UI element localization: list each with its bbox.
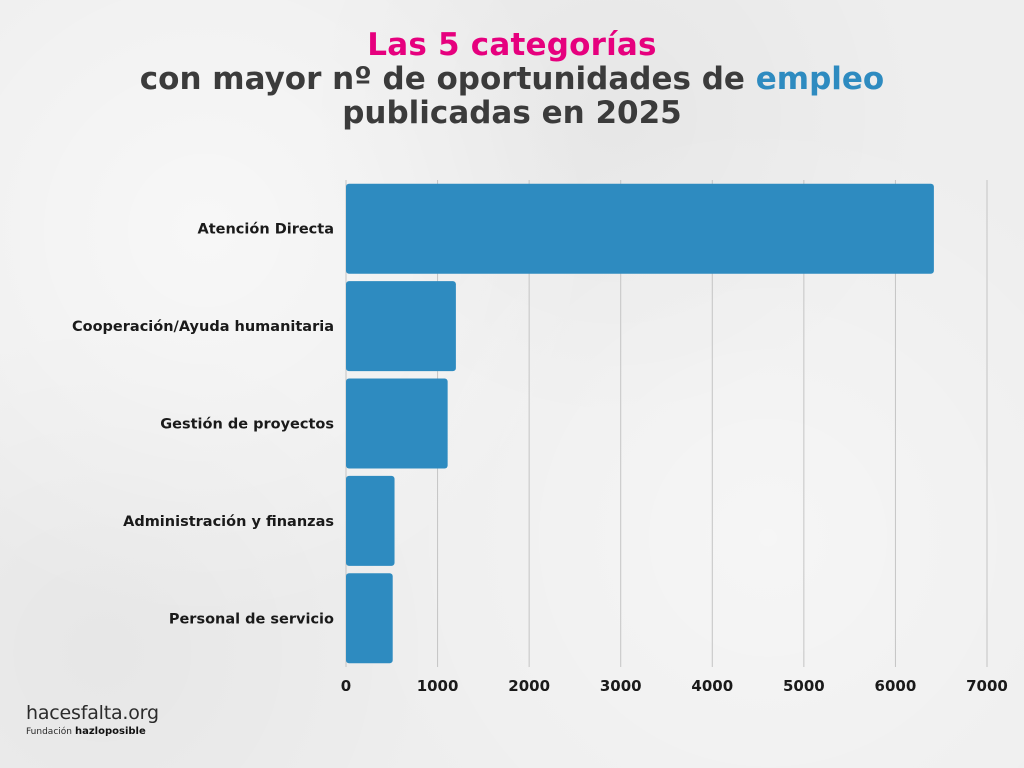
bar — [346, 573, 393, 664]
x-tick-labels: 0 1000 2000 3000 4000 5000 6000 7000 — [341, 677, 1008, 695]
x-tick-label: 1000 — [417, 677, 459, 695]
bar — [346, 183, 934, 274]
category-label: Administración y finanzas — [123, 514, 334, 530]
bars — [346, 183, 934, 664]
category-label: Atención Directa — [197, 222, 334, 238]
brand-footer: hacesfalta.org Fundación hazloposible — [26, 704, 206, 737]
bar — [346, 281, 456, 372]
category-label: Personal de servicio — [169, 611, 334, 627]
brand-logo: hazloposible — [74, 726, 146, 737]
title-line-2: con mayor nº de oportunidades de empleo — [0, 62, 1024, 96]
x-tick-label: 4000 — [691, 677, 733, 695]
bar — [346, 378, 448, 469]
category-labels: Atención Directa Cooperación/Ayuda humani… — [72, 222, 334, 628]
brand-sub-label: Fundación — [26, 727, 72, 737]
x-tick-label: 5000 — [783, 677, 825, 695]
category-label: Gestión de proyectos — [160, 417, 334, 433]
title-line-2-prefix: con mayor nº de oportunidades de — [139, 61, 756, 98]
x-tick-label: 2000 — [508, 677, 550, 695]
category-label: Cooperación/Ayuda humanitaria — [72, 319, 334, 335]
title-line-1: Las 5 categorías — [367, 27, 657, 63]
bar — [346, 475, 395, 566]
x-tick-label: 6000 — [875, 677, 917, 695]
brand-sub: Fundación hazloposible — [26, 727, 206, 737]
x-tick-label: 7000 — [966, 677, 1008, 695]
x-tick-label: 0 — [341, 677, 351, 695]
title-line-3: publicadas en 2025 — [342, 95, 682, 132]
chart-title: Las 5 categorías con mayor nº de oportun… — [0, 28, 1024, 130]
x-tick-label: 3000 — [600, 677, 642, 695]
title-line-2-accent: empleo — [755, 61, 885, 98]
brand-name: hacesfalta.org — [26, 702, 159, 724]
